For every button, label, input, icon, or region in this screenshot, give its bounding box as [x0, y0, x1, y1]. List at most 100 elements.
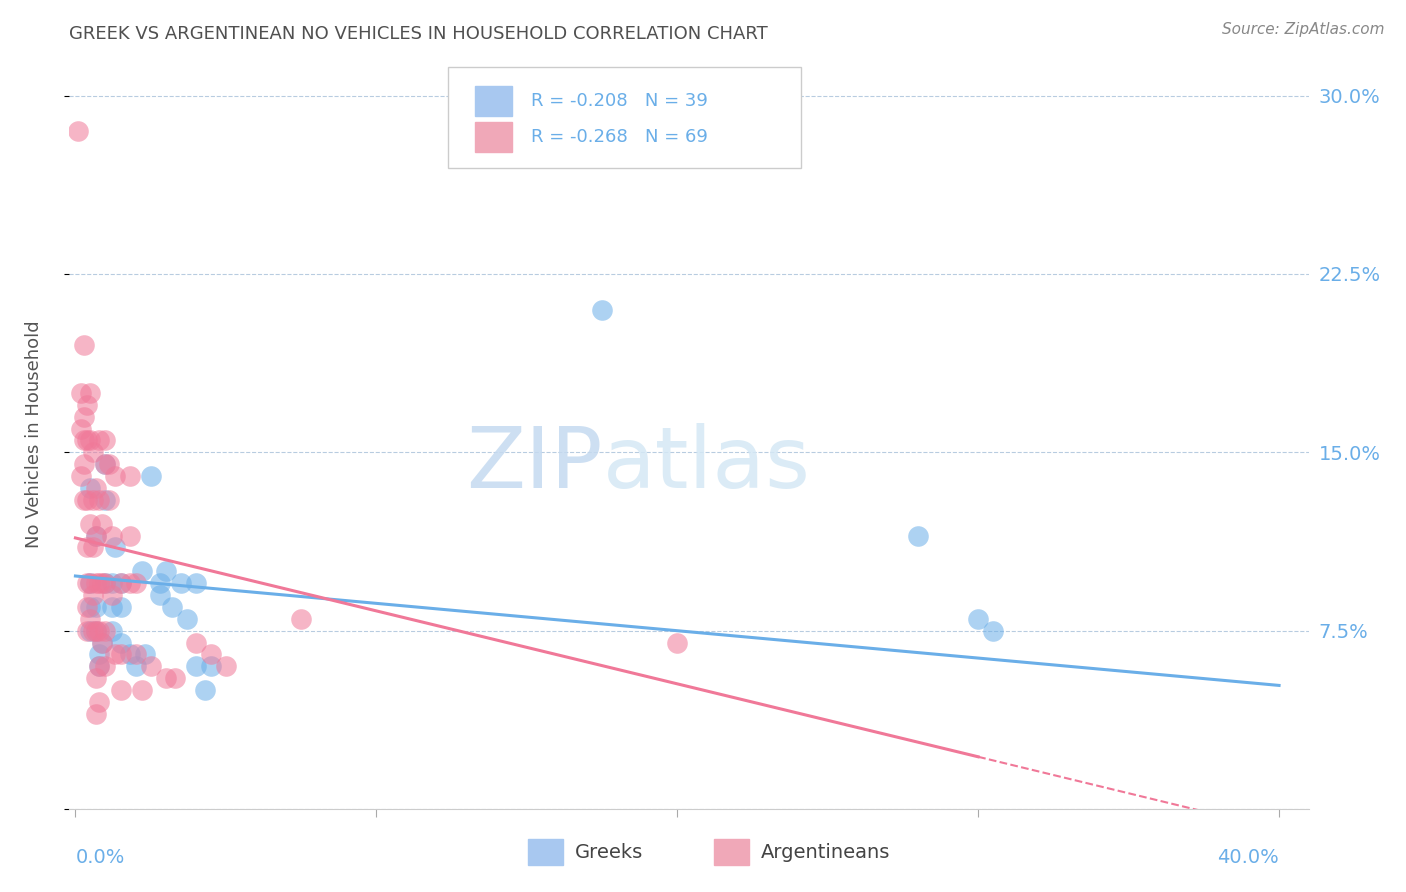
Point — [100, 624, 122, 638]
Point — [149, 576, 172, 591]
Y-axis label: No Vehicles in Household: No Vehicles in Household — [25, 320, 44, 549]
Point — [89, 576, 111, 591]
Point — [79, 385, 101, 400]
Text: R = -0.268   N = 69: R = -0.268 N = 69 — [530, 128, 707, 146]
FancyBboxPatch shape — [447, 67, 801, 169]
Text: Source: ZipAtlas.com: Source: ZipAtlas.com — [1222, 22, 1385, 37]
Point — [73, 338, 96, 352]
Point — [91, 635, 114, 649]
Point — [82, 541, 104, 555]
Point — [76, 624, 98, 638]
Point — [82, 624, 104, 638]
Point — [176, 612, 198, 626]
Point — [118, 576, 141, 591]
Point — [110, 635, 132, 649]
Point — [94, 434, 117, 448]
Point — [86, 576, 108, 591]
Point — [124, 648, 146, 662]
Point — [94, 576, 117, 591]
Point — [981, 624, 1004, 638]
Point — [149, 588, 172, 602]
Text: GREEK VS ARGENTINEAN NO VEHICLES IN HOUSEHOLD CORRELATION CHART: GREEK VS ARGENTINEAN NO VEHICLES IN HOUS… — [69, 25, 768, 43]
Text: R = -0.208   N = 39: R = -0.208 N = 39 — [530, 92, 707, 110]
Point — [967, 612, 990, 626]
Point — [76, 541, 98, 555]
Point — [200, 648, 222, 662]
Point — [131, 564, 153, 578]
Point — [163, 671, 186, 685]
Point — [91, 516, 114, 531]
Point — [82, 445, 104, 459]
Point — [89, 659, 111, 673]
Point — [67, 124, 90, 138]
Text: Greeks: Greeks — [575, 843, 644, 862]
Point — [131, 683, 153, 698]
Point — [100, 599, 122, 614]
Text: 0.0%: 0.0% — [76, 848, 125, 867]
Point — [103, 648, 125, 662]
Point — [194, 683, 217, 698]
Point — [103, 469, 125, 483]
Point — [907, 528, 929, 542]
Point — [89, 492, 111, 507]
Point — [86, 481, 108, 495]
Point — [118, 469, 141, 483]
Text: Argentineans: Argentineans — [761, 843, 890, 862]
Point — [94, 492, 117, 507]
Point — [79, 612, 101, 626]
Point — [155, 671, 177, 685]
Bar — [714, 839, 749, 865]
Point — [89, 434, 111, 448]
Bar — [529, 839, 562, 865]
Point — [73, 434, 96, 448]
Point — [70, 385, 93, 400]
Point — [86, 671, 108, 685]
Point — [89, 648, 111, 662]
Point — [94, 659, 117, 673]
Point — [139, 659, 162, 673]
Point — [94, 457, 117, 471]
Point — [76, 434, 98, 448]
Point — [94, 576, 117, 591]
Point — [73, 492, 96, 507]
Point — [86, 528, 108, 542]
Point — [110, 599, 132, 614]
Point — [89, 659, 111, 673]
Text: 40.0%: 40.0% — [1218, 848, 1279, 867]
Point — [82, 492, 104, 507]
Point — [155, 564, 177, 578]
Text: atlas: atlas — [603, 423, 810, 506]
Point — [100, 588, 122, 602]
Point — [103, 541, 125, 555]
Point — [76, 492, 98, 507]
Point — [124, 659, 146, 673]
Point — [184, 576, 207, 591]
Point — [110, 683, 132, 698]
Point — [100, 576, 122, 591]
Point — [76, 576, 98, 591]
Point — [94, 624, 117, 638]
Point — [79, 576, 101, 591]
Point — [79, 599, 101, 614]
Point — [100, 528, 122, 542]
Point — [79, 624, 101, 638]
Point — [82, 588, 104, 602]
Point — [76, 599, 98, 614]
Point — [79, 434, 101, 448]
Point — [94, 457, 117, 471]
Point — [73, 409, 96, 424]
Point — [184, 659, 207, 673]
Point — [86, 624, 108, 638]
Point — [89, 695, 111, 709]
Point — [86, 599, 108, 614]
Point — [666, 635, 689, 649]
Point — [118, 648, 141, 662]
Point — [89, 624, 111, 638]
Point — [70, 469, 93, 483]
Point — [591, 302, 613, 317]
Point — [73, 457, 96, 471]
Point — [91, 635, 114, 649]
Point — [86, 528, 108, 542]
Point — [79, 576, 101, 591]
Point — [290, 612, 312, 626]
